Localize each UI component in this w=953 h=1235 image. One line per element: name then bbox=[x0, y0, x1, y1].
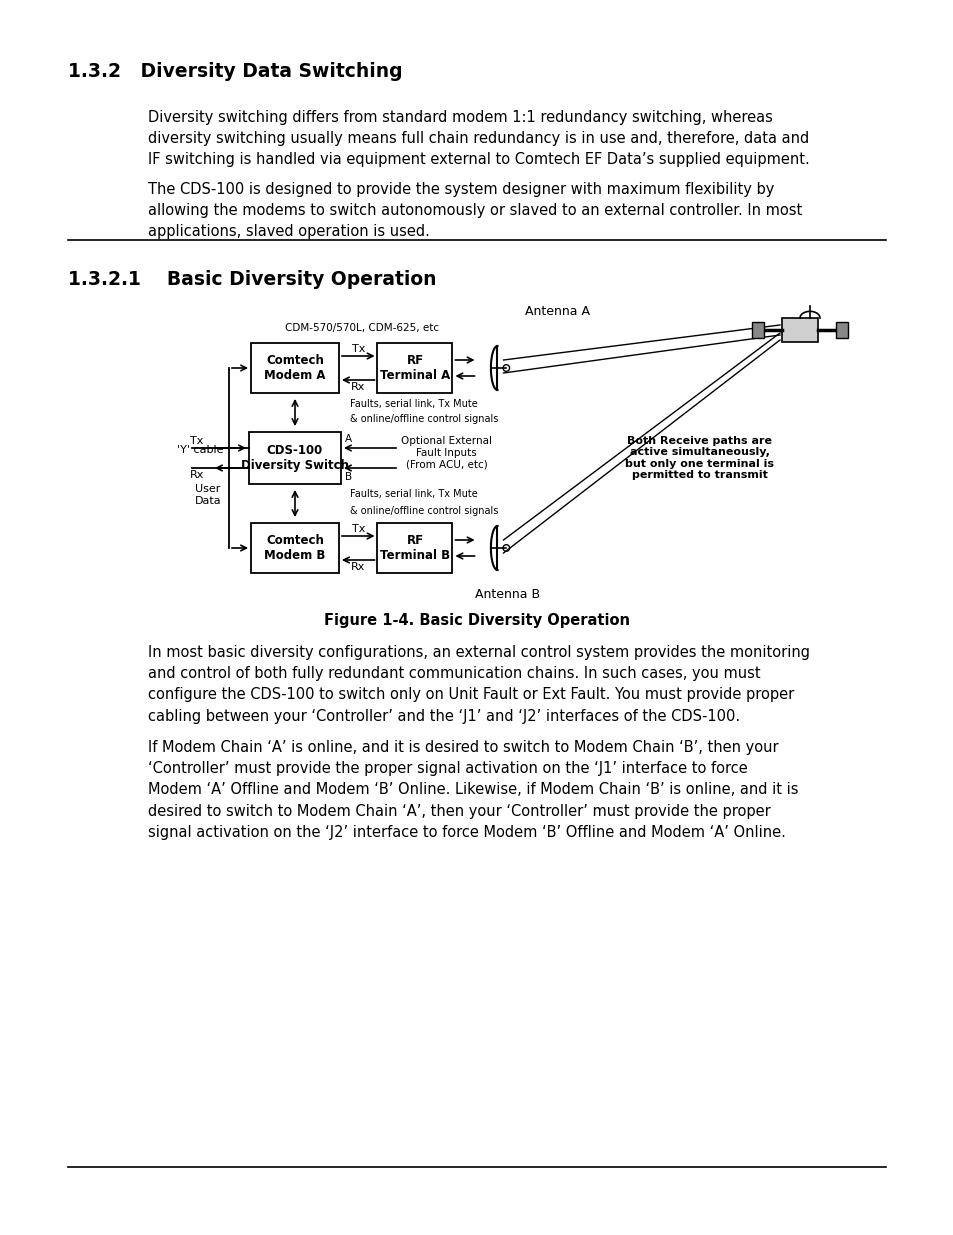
Text: Diversity switching differs from standard modem 1:1 redundancy switching, wherea: Diversity switching differs from standar… bbox=[148, 110, 809, 168]
Text: Antenna B: Antenna B bbox=[475, 588, 539, 601]
Text: Optional External
Fault Inputs
(From ACU, etc): Optional External Fault Inputs (From ACU… bbox=[400, 436, 492, 469]
Text: Rx: Rx bbox=[351, 562, 365, 572]
FancyBboxPatch shape bbox=[251, 522, 338, 573]
FancyBboxPatch shape bbox=[377, 343, 452, 393]
FancyBboxPatch shape bbox=[251, 343, 338, 393]
Text: Tx: Tx bbox=[190, 436, 203, 446]
Text: User
Data: User Data bbox=[194, 484, 221, 505]
Text: Comtech
Modem A: Comtech Modem A bbox=[264, 354, 325, 382]
Text: Faults, serial link, Tx Mute: Faults, serial link, Tx Mute bbox=[350, 399, 477, 409]
Text: Tx: Tx bbox=[352, 524, 365, 534]
Text: 1.3.2.1    Basic Diversity Operation: 1.3.2.1 Basic Diversity Operation bbox=[68, 270, 436, 289]
Text: In most basic diversity configurations, an external control system provides the : In most basic diversity configurations, … bbox=[148, 645, 809, 724]
Text: If Modem Chain ‘A’ is online, and it is desired to switch to Modem Chain ‘B’, th: If Modem Chain ‘A’ is online, and it is … bbox=[148, 740, 798, 840]
Text: & online/offline control signals: & online/offline control signals bbox=[350, 505, 497, 515]
FancyBboxPatch shape bbox=[249, 432, 340, 484]
Text: RF
Terminal A: RF Terminal A bbox=[379, 354, 450, 382]
Text: A: A bbox=[345, 433, 352, 445]
Bar bbox=[835, 322, 847, 338]
Text: The CDS-100 is designed to provide the system designer with maximum flexibility : The CDS-100 is designed to provide the s… bbox=[148, 182, 801, 240]
Text: Rx: Rx bbox=[190, 471, 204, 480]
Text: & online/offline control signals: & online/offline control signals bbox=[350, 415, 497, 425]
Text: CDM-570/570L, CDM-625, etc: CDM-570/570L, CDM-625, etc bbox=[285, 324, 438, 333]
Text: 'Y' cable: 'Y' cable bbox=[177, 445, 224, 454]
Text: Faults, serial link, Tx Mute: Faults, serial link, Tx Mute bbox=[350, 489, 477, 499]
FancyBboxPatch shape bbox=[377, 522, 452, 573]
Text: Comtech
Modem B: Comtech Modem B bbox=[264, 534, 325, 562]
Text: 1.3.2   Diversity Data Switching: 1.3.2 Diversity Data Switching bbox=[68, 62, 402, 82]
Text: CDS-100
Diversity Switch: CDS-100 Diversity Switch bbox=[241, 445, 349, 472]
FancyBboxPatch shape bbox=[781, 317, 817, 342]
Text: Rx: Rx bbox=[351, 382, 365, 391]
Bar bbox=[751, 322, 763, 338]
Text: Antenna A: Antenna A bbox=[524, 305, 589, 317]
Text: B: B bbox=[345, 472, 352, 482]
Text: Both Receive paths are
active simultaneously,
but only one terminal is
permitted: Both Receive paths are active simultaneo… bbox=[625, 436, 774, 480]
Text: Figure 1-4. Basic Diversity Operation: Figure 1-4. Basic Diversity Operation bbox=[324, 613, 629, 629]
Text: Tx: Tx bbox=[352, 345, 365, 354]
Text: RF
Terminal B: RF Terminal B bbox=[379, 534, 450, 562]
